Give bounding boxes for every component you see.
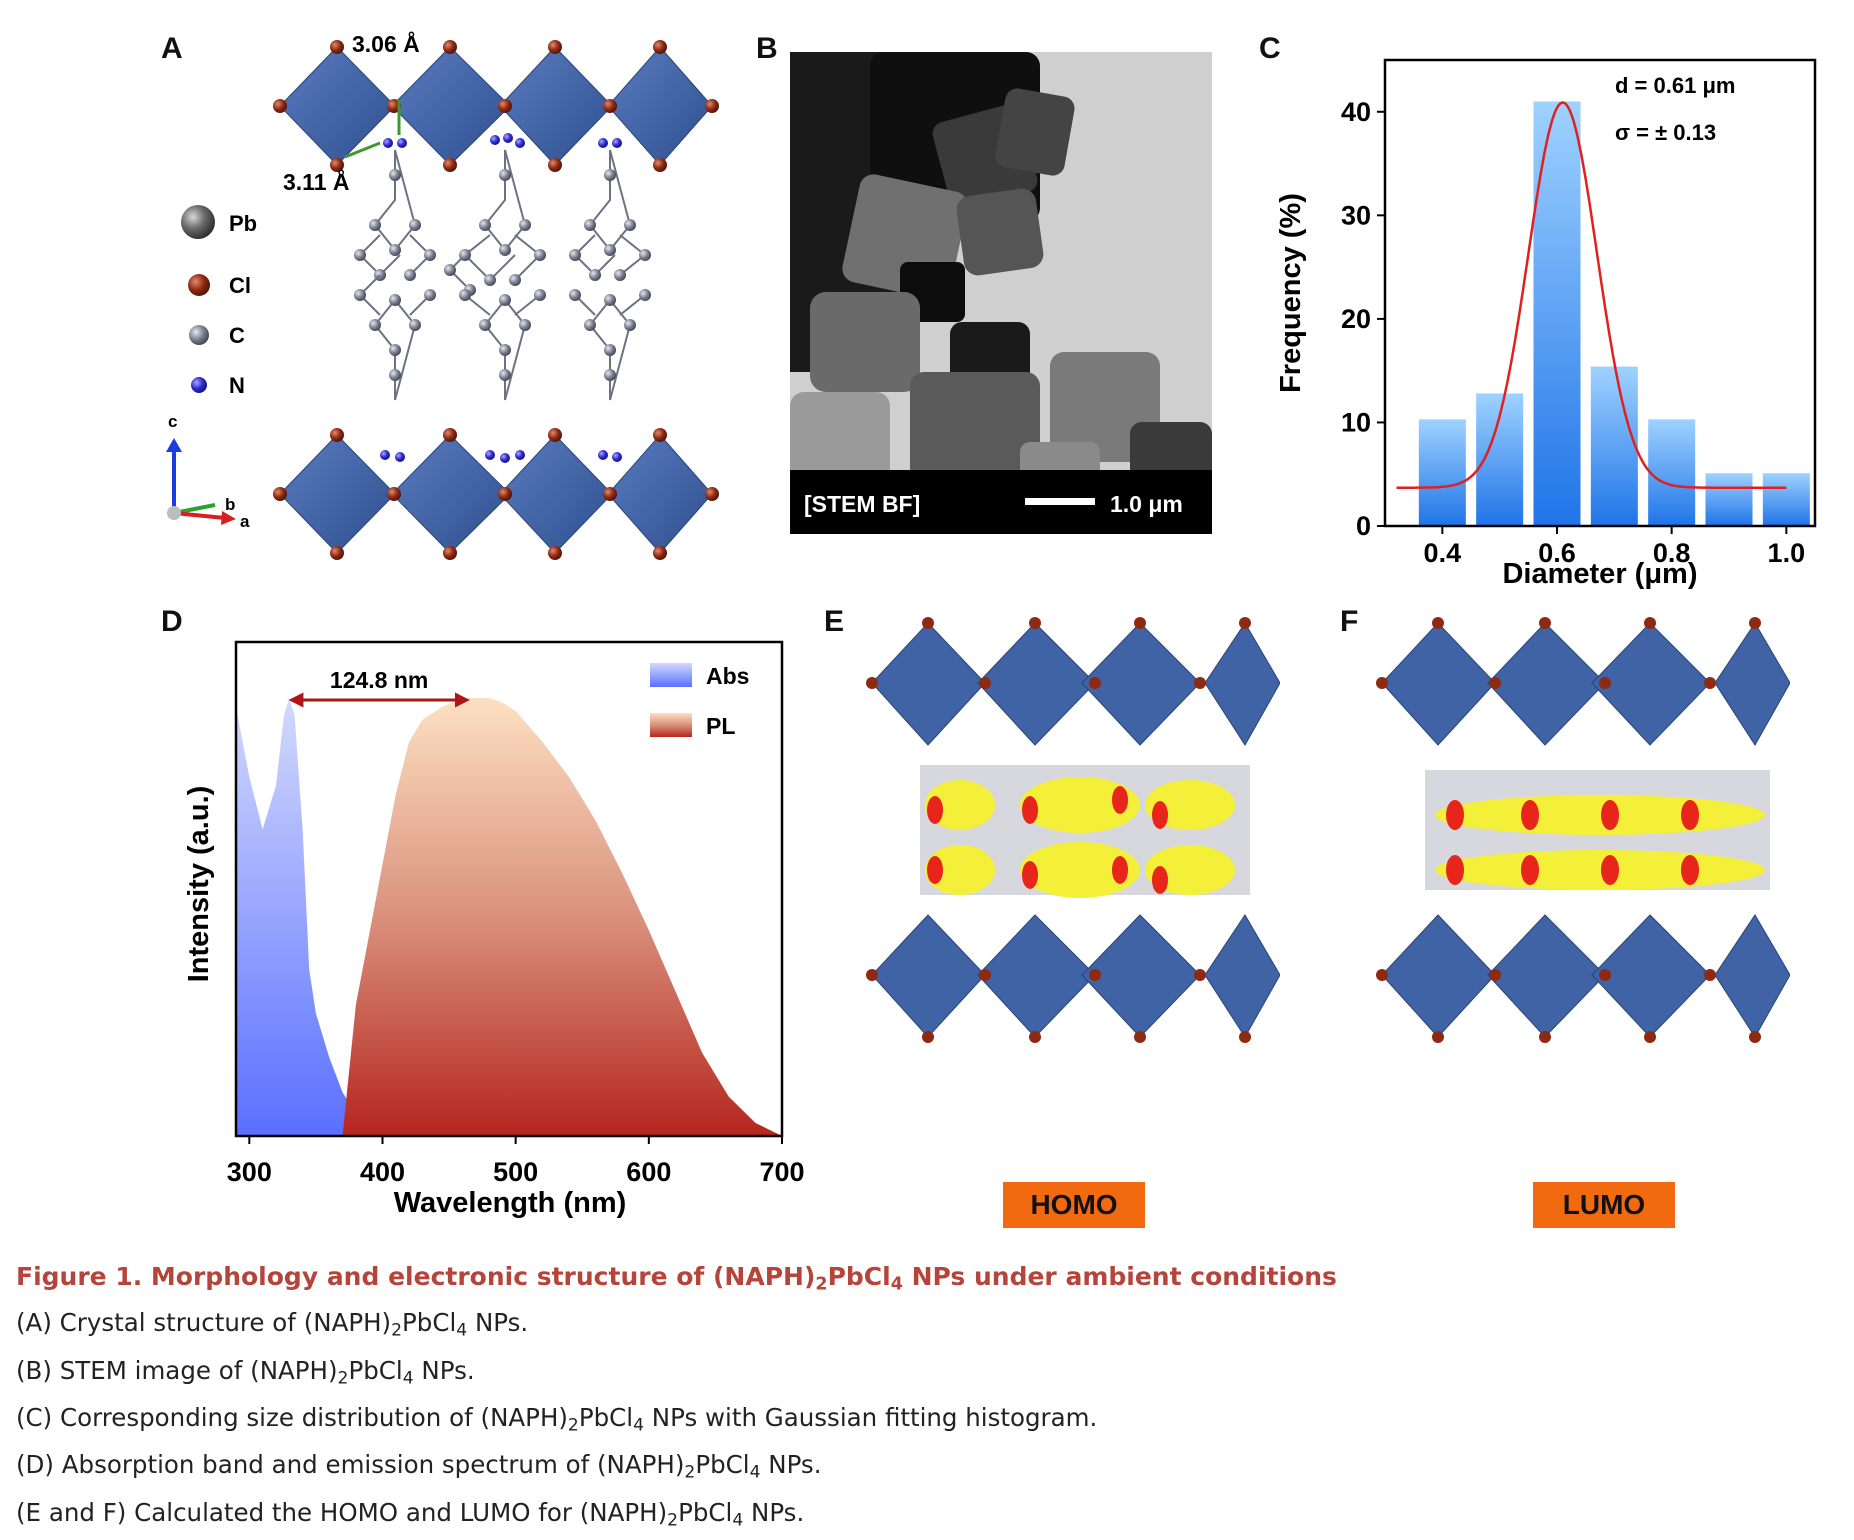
homo-organic-orbitals	[920, 765, 1250, 898]
c-x-tick-label: 0.4	[1424, 538, 1462, 568]
stem-bf-tag: [STEM BF]	[804, 491, 920, 517]
caption-line-ef: (E and F) Calculated the HOMO and LUMO f…	[16, 1497, 805, 1530]
carbon-atoms-upper	[354, 169, 651, 296]
panel-label-b: B	[756, 32, 778, 65]
histogram-bar	[1418, 419, 1466, 526]
c-y-tick-label: 30	[1341, 200, 1371, 230]
axis-indicator: c b a	[166, 412, 250, 531]
distance-label-306: 3.06 Å	[352, 30, 420, 57]
lumo-octahedra	[1381, 622, 1790, 1038]
nanoparticle-shapes	[790, 52, 1212, 522]
axis-b-label: b	[225, 495, 235, 514]
organic-layer-lower	[358, 274, 646, 401]
histogram-bar	[1762, 473, 1810, 526]
stem-image-b: [STEM BF] 1.0 μm	[790, 52, 1212, 534]
nitrogen-atoms-upper	[383, 133, 622, 148]
c-y-tick-label: 0	[1356, 511, 1371, 541]
d-x-tick-label: 700	[759, 1157, 804, 1187]
absorption-band	[236, 698, 376, 1136]
lumo-structure-f	[1376, 617, 1790, 1043]
histogram-bar	[1590, 366, 1638, 526]
axis-a-label: a	[240, 512, 250, 531]
caption-line-a: (A) Crystal structure of (NAPH)2PbCl4 NP…	[16, 1308, 529, 1341]
emission-band	[342, 698, 782, 1136]
plot-frame-d	[234, 640, 784, 1138]
gaussian-fit-line	[1396, 101, 1787, 489]
d-x-tick-label: 300	[227, 1157, 272, 1187]
d-x-tick-label: 400	[360, 1157, 405, 1187]
crystal-structure-a: 3.06 Å 3.11 Å Pb Cl C N c b a	[166, 30, 719, 560]
scale-bar-label: 1.0 μm	[1110, 491, 1183, 517]
legend-n: N	[229, 373, 245, 398]
distance-label-311: 3.11 Å	[283, 168, 350, 195]
octahedra-bottom-row	[273, 428, 719, 560]
legend-pb: Pb	[229, 211, 257, 236]
scale-bar	[1025, 498, 1095, 505]
element-legend: Pb Cl C N	[181, 205, 257, 398]
lumo-badge: LUMO	[1533, 1182, 1675, 1228]
stem-info-bar	[790, 470, 1212, 534]
hydrogen-bond-arrows	[344, 100, 401, 159]
stokes-shift-label: 124.8 nm	[330, 667, 428, 693]
panel-label-e: E	[824, 605, 845, 638]
nitrogen-atoms-lower	[380, 450, 622, 463]
pb-legend-ball	[181, 205, 215, 239]
d-x-axis-title: Wavelength (nm)	[394, 1187, 627, 1219]
plot-frame-c	[1383, 58, 1817, 528]
homo-cl-atoms	[866, 617, 1251, 1043]
histogram-bar	[1533, 101, 1581, 526]
panel-label-c: C	[1259, 32, 1281, 65]
c-y-tick-label: 40	[1341, 97, 1371, 127]
d-x-tick-label: 600	[626, 1157, 671, 1187]
legend-c: C	[229, 323, 245, 348]
legend-swatch-abs	[650, 663, 692, 687]
homo-octahedra	[871, 622, 1280, 1038]
sigma-annotation: σ = ± 0.13	[1615, 120, 1716, 145]
n-legend-ball	[191, 377, 207, 393]
panel-label-d: D	[161, 605, 183, 638]
lumo-cl-atoms	[1376, 617, 1761, 1043]
homo-structure-e	[866, 617, 1280, 1043]
cl-legend-ball	[188, 274, 210, 296]
caption-line-d: (D) Absorption band and emission spectru…	[16, 1450, 822, 1483]
c-x-tick-label: 0.8	[1653, 538, 1691, 568]
carbon-atoms-lower	[354, 289, 651, 381]
legend-pl: PL	[706, 713, 735, 739]
d-x-tick-label: 500	[493, 1157, 538, 1187]
histogram-bar	[1705, 473, 1753, 526]
figure-caption: Figure 1. Morphology and electronic stru…	[16, 1262, 1836, 1540]
d-y-axis-title: Intensity (a.u.)	[183, 786, 215, 983]
d-legend: Abs PL	[650, 663, 749, 739]
histogram-c: 0.4 0.6 0.8 1.0 0 10 20 30 40 d = 0.61 μm σ = ± …	[1275, 58, 1817, 590]
c-y-tick-label: 20	[1341, 304, 1371, 334]
legend-swatch-pl	[650, 713, 692, 737]
caption-title: Figure 1. Morphology and electronic stru…	[16, 1262, 1337, 1295]
octahedra-top-row	[273, 40, 719, 172]
spectra-d: 124.8 nm Abs PL 300 400 500 600 700 Waveleng…	[183, 640, 805, 1219]
mean-annotation: d = 0.61 μm	[1615, 73, 1735, 98]
histogram-bar	[1648, 419, 1696, 526]
panel-label-f: F	[1340, 605, 1359, 638]
lumo-badge-label: LUMO	[1562, 1189, 1646, 1220]
panel-label-a: A	[161, 32, 183, 65]
homo-badge: HOMO	[1003, 1182, 1145, 1228]
caption-line-b: (B) STEM image of (NAPH)2PbCl4 NPs.	[16, 1355, 475, 1388]
c-y-tick-label: 10	[1341, 407, 1371, 437]
axis-c-label: c	[168, 412, 177, 431]
homo-badge-label: HOMO	[1030, 1189, 1118, 1220]
c-y-axis-title: Frequency (%)	[1275, 193, 1307, 393]
caption-line-c: (C) Corresponding size distribution of (…	[16, 1402, 1098, 1436]
c-x-tick-label: 0.6	[1538, 538, 1576, 568]
c-x-axis-title: Diameter (μm)	[1502, 558, 1697, 590]
c-legend-ball	[189, 325, 209, 345]
legend-abs: Abs	[706, 663, 749, 689]
legend-cl: Cl	[229, 273, 251, 298]
lumo-organic-orbitals	[1425, 770, 1770, 890]
organic-layer-upper	[358, 149, 647, 291]
c-x-tick-label: 1.0	[1768, 538, 1806, 568]
